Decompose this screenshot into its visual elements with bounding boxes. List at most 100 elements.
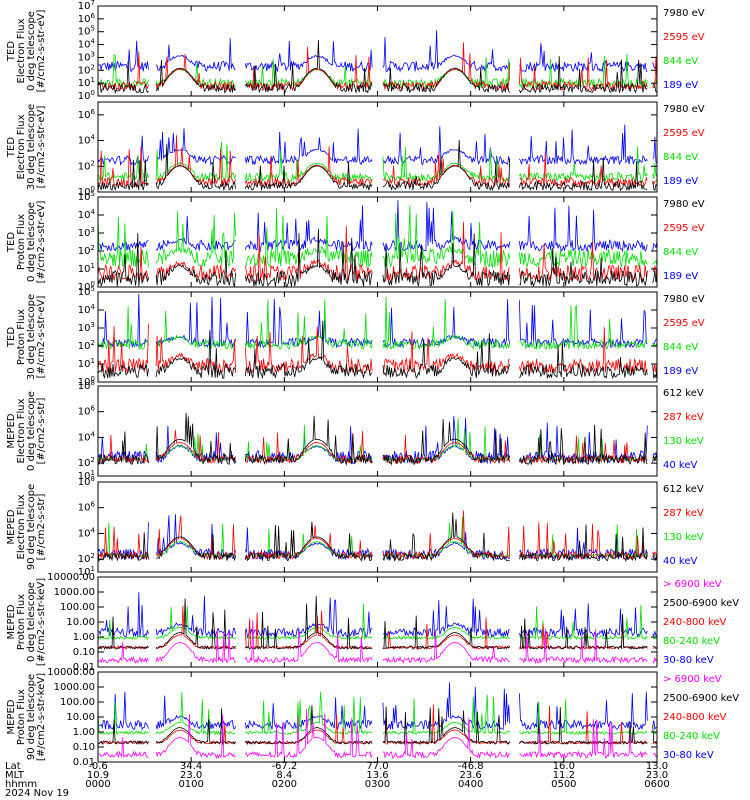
y-axis-label-line: Electron Flux	[16, 494, 27, 559]
y-tick-label: 103	[78, 50, 95, 63]
series-line-5	[98, 592, 657, 639]
y-tick-label: 0.10	[73, 742, 95, 753]
y-tick-label: 100	[78, 89, 95, 102]
y-axis-label-line: 30 deg telescope	[26, 294, 37, 380]
legend-entry: 130 keV	[663, 532, 704, 543]
y-axis-label-line: [#/cm2-s-str-keV]	[36, 673, 47, 761]
series-line-1	[98, 620, 657, 665]
time-axis-mlt-label: 23.0	[646, 770, 668, 781]
y-axis-label-line: 0 deg telescope	[26, 202, 37, 282]
y-tick-label: 1000.00	[54, 682, 95, 693]
y-axis-label-line: 90 deg telescope	[26, 674, 37, 760]
y-tick-label: 0.01	[73, 662, 95, 673]
y-tick-label: 10.00	[66, 712, 95, 723]
time-axis-hhmm-label: 0200	[272, 779, 297, 790]
hhmm-row-label: hhmm	[5, 779, 37, 790]
legend-entry: > 6900 keV	[663, 674, 722, 685]
legend-entry: 2500-6900 keV	[663, 693, 739, 704]
legend-entry: 612 keV	[663, 388, 704, 399]
series-line-1	[98, 228, 657, 287]
y-tick-label: 0.10	[73, 647, 95, 658]
y-tick-label: 106	[78, 501, 96, 514]
panel-7-series	[98, 592, 657, 665]
y-tick-label: 104	[78, 208, 96, 221]
series-line-1	[98, 40, 657, 95]
series-line-2	[98, 323, 657, 374]
legend-entry: 189 eV	[663, 366, 698, 377]
legend-entry: 7980 eV	[663, 8, 705, 19]
legend-entry: 30-80 keV	[663, 750, 714, 761]
series-line-2	[98, 430, 657, 465]
series-line-3	[98, 418, 657, 462]
legend-entry: 612 keV	[663, 484, 704, 495]
y-tick-label: 10.00	[66, 617, 95, 628]
time-axis-lat-label: -67.2	[271, 761, 297, 772]
time-axis-hhmm-label: 0400	[458, 779, 483, 790]
y-axis-label-line: 0 deg telescope	[26, 582, 37, 662]
y-tick-label: 104	[78, 303, 96, 316]
time-axis-mlt-label: 23.6	[460, 770, 482, 781]
panel-frame	[97, 481, 658, 573]
y-axis-label-line: MEPED	[6, 604, 17, 639]
y-axis-label-line: Proton Flux	[16, 309, 27, 365]
time-tick-labels: -0.610.9000034.423.00100-67.28.4020077.0…	[85, 761, 669, 790]
panel-4-series	[98, 293, 657, 380]
legend-entry: 7980 eV	[663, 104, 705, 115]
mlt-row-label: MLT	[5, 770, 25, 781]
panel-frame	[97, 671, 658, 763]
time-axis-lat-label: 13.0	[646, 761, 668, 772]
y-tick-label: 104	[78, 38, 96, 51]
y-tick-label: 104	[78, 430, 96, 443]
series-line-2	[98, 42, 657, 92]
time-axis-hhmm-label: 0500	[551, 779, 576, 790]
y-tick-label: 100.00	[60, 697, 95, 708]
series-line-2	[98, 510, 657, 561]
y-axis-label-line: Proton Flux	[16, 594, 27, 650]
y-axis-label-line: [#/cm2-s-str]	[36, 397, 47, 464]
y-tick-label: 103	[78, 321, 95, 334]
panel-1-series	[98, 30, 657, 95]
legend-entry: 80-240 keV	[663, 731, 720, 742]
panel-8: 0.01 0.10 1.00 10.00 100.00 1000.00 10000.00 ME…	[6, 667, 739, 768]
time-axis-hhmm-label: 0300	[365, 779, 390, 790]
series-line-3	[98, 205, 657, 269]
y-tick-label: 105	[78, 25, 95, 38]
legend-entry: 130 keV	[663, 436, 704, 447]
y-tick-label: 1000.00	[54, 587, 95, 598]
series-line-4	[98, 124, 657, 166]
y-tick-label: 101	[78, 262, 95, 275]
y-axis-label-line: [#/cm2-s-str-eV]	[36, 10, 47, 93]
series-line-4	[98, 691, 657, 736]
y-axis-label-line: Proton Flux	[16, 214, 27, 270]
series-line-2	[98, 222, 657, 283]
y-axis-label-line: [#/cm2-s-str-eV]	[36, 201, 47, 284]
legend-entry: 240-800 keV	[663, 617, 727, 628]
y-tick-label: 10000.00	[47, 572, 95, 583]
series-line-2	[98, 135, 657, 188]
time-axis-lat-label: -46.8	[458, 761, 484, 772]
y-axis-label-line: TED	[6, 327, 17, 348]
y-tick-label: 102	[78, 159, 95, 172]
y-tick-label: 102	[78, 456, 95, 469]
legend-entry: 2595 eV	[663, 223, 705, 234]
y-tick-label: 10000.00	[47, 667, 95, 678]
y-tick-label: 101	[78, 76, 95, 89]
y-tick-label: 107	[78, 0, 95, 12]
y-tick-label: 106	[78, 12, 96, 25]
y-tick-label: 101	[78, 357, 95, 370]
legend-entry: 2595 eV	[663, 318, 705, 329]
series-line-4	[98, 200, 657, 253]
panel-2-series	[98, 124, 657, 192]
legend-entry: 844 eV	[663, 342, 698, 353]
legend-entry: 844 eV	[663, 247, 698, 258]
legend-entry: 7980 eV	[663, 294, 705, 305]
y-axis-label-line: Electron Flux	[16, 114, 27, 179]
y-tick-label: 0.01	[73, 757, 95, 768]
y-tick-label: 100.00	[60, 602, 95, 613]
y-tick-label: 102	[78, 244, 95, 257]
time-axis-lat-label: 34.4	[180, 761, 202, 772]
series-line-3	[98, 142, 657, 183]
